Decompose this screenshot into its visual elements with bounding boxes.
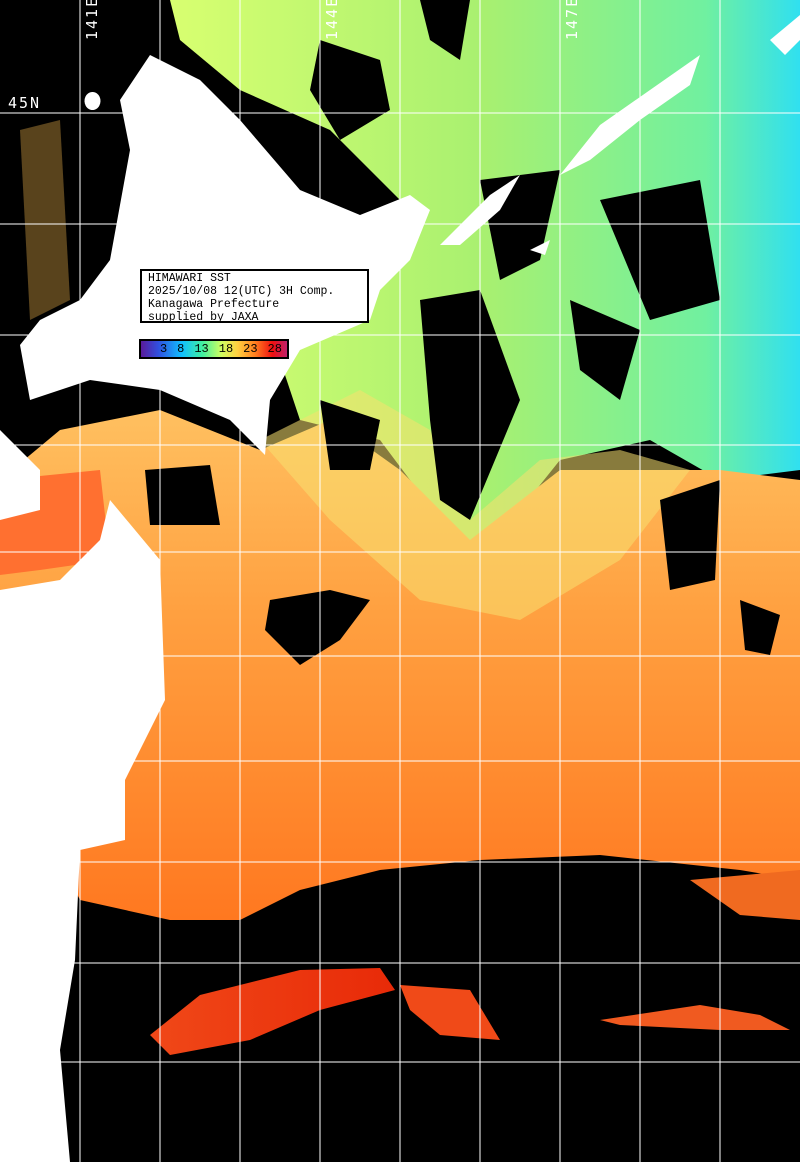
date-line: 2025/10/08 12(UTC) 3H Comp. bbox=[148, 285, 335, 298]
kuril-island-2 bbox=[770, 15, 800, 55]
title-box: HIMAWARI SST 2025/10/08 12(UTC) 3H Comp.… bbox=[140, 269, 369, 324]
colorbar-tick: 23 bbox=[243, 342, 258, 356]
colorbar-tick: 3 bbox=[159, 342, 168, 356]
hot-patch-2 bbox=[400, 985, 500, 1040]
lat-label-45n: 45N bbox=[8, 94, 42, 112]
credit-line: supplied by JAXA bbox=[148, 311, 259, 324]
kuril-island-4 bbox=[530, 240, 550, 255]
org-line: Kanagawa Prefecture bbox=[148, 298, 280, 311]
honshu-coast bbox=[0, 430, 165, 1162]
lon-label-144e: 144E bbox=[323, 0, 341, 40]
rishiri-island bbox=[84, 92, 101, 110]
land bbox=[0, 15, 800, 1162]
colorbar-tick: 28 bbox=[267, 342, 282, 356]
color-scale-legend: 3 8 13 18 23 28 bbox=[139, 339, 289, 359]
nw-warm-patch bbox=[20, 120, 70, 320]
title-line: HIMAWARI SST bbox=[148, 272, 231, 285]
hot-patch-1 bbox=[150, 968, 395, 1055]
colorbar-tick: 18 bbox=[218, 342, 234, 356]
kuril-island-1 bbox=[560, 55, 700, 175]
lon-label-141e: 141E bbox=[83, 0, 101, 40]
hokkaido bbox=[20, 55, 430, 455]
lon-label-147e: 147E bbox=[563, 0, 581, 40]
hot-patch-3 bbox=[600, 1005, 790, 1030]
colorbar-tick: 13 bbox=[194, 342, 209, 356]
hot-patch-4 bbox=[690, 870, 800, 920]
colorbar-tick: 8 bbox=[177, 342, 185, 356]
